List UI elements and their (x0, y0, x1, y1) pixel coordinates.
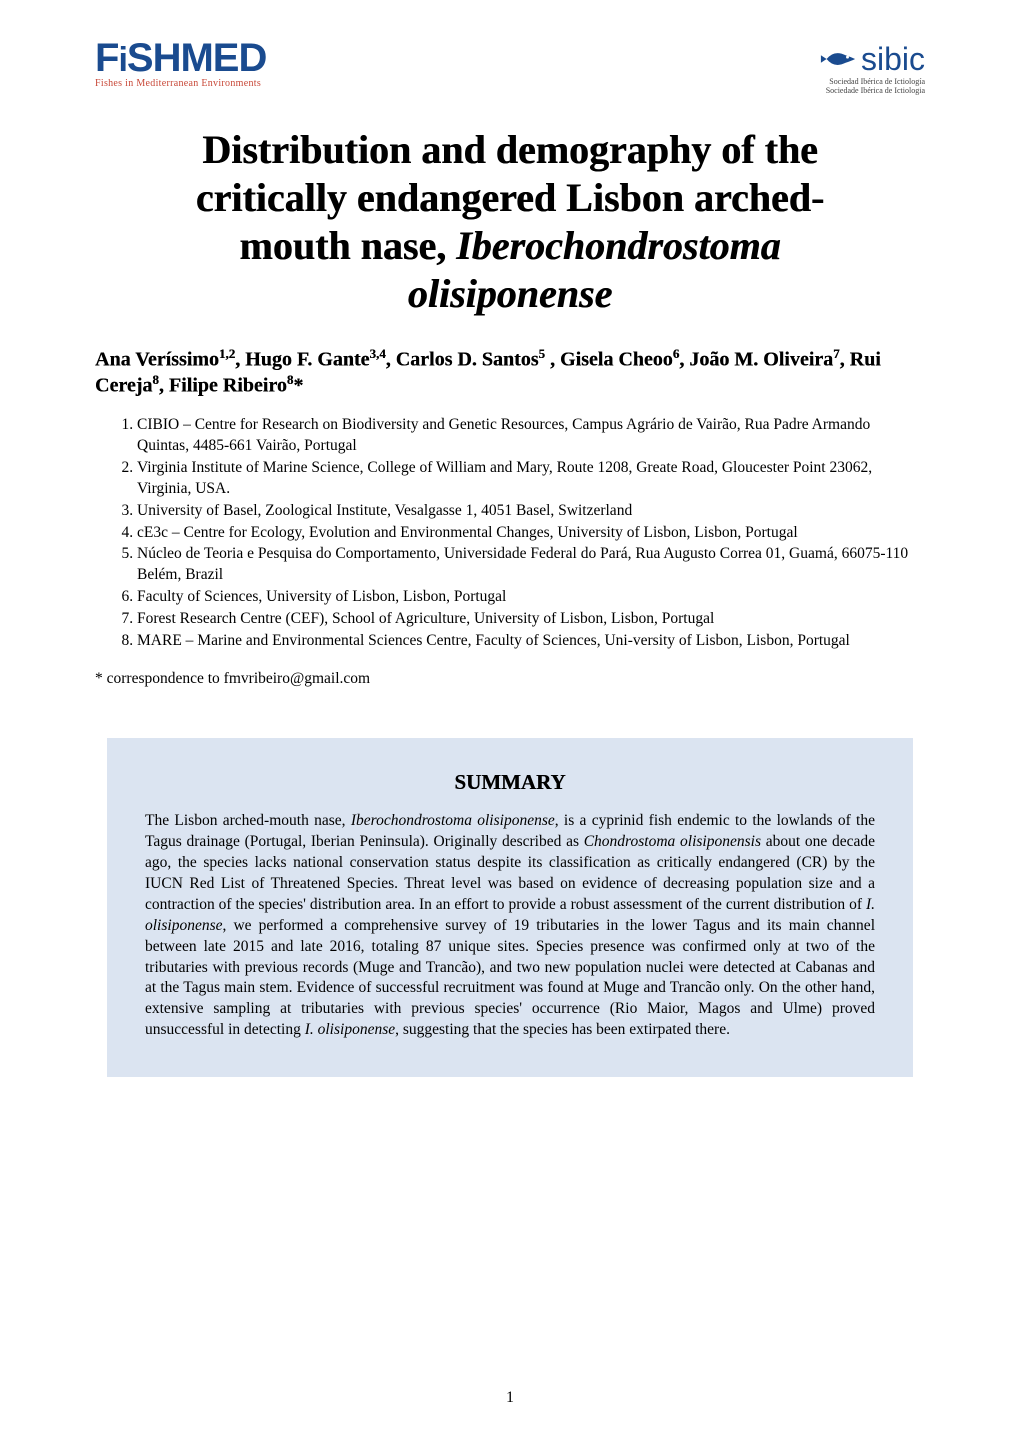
affiliation-3: University of Basel, Zoological Institut… (137, 501, 925, 522)
fishmed-subtitle: Fishes in Mediterranean Environments (95, 78, 261, 89)
page-number: 1 (506, 1389, 514, 1407)
summary-it2: Chondrostoma olisiponensis (584, 833, 761, 850)
sibic-sub-line1: Sociedad Ibérica de Ictiología (829, 77, 925, 86)
author-5: João M. Oliveira (689, 348, 833, 370)
authors-list: Ana Veríssimo1,2, Hugo F. Gante3,4, Carl… (95, 346, 925, 399)
summary-end: , suggesting that the species has been e… (395, 1021, 730, 1038)
author-7-sup: 8 (287, 372, 294, 387)
fishmed-logo-text: FiSHMED (95, 40, 266, 76)
author-3: Carlos D. Santos (396, 348, 539, 370)
affiliation-4: cE3c – Centre for Ecology, Evolution and… (137, 523, 925, 544)
author-1: Ana Veríssimo (95, 348, 219, 370)
author-1-sup: 1,2 (219, 346, 235, 361)
summary-it4: I. olisiponense (305, 1021, 395, 1038)
fish-icon (819, 40, 857, 78)
author-3-sup: 5 (538, 346, 545, 361)
affiliations-list: CIBIO – Centre for Research on Biodivers… (95, 415, 925, 652)
author-4-sup: 6 (673, 346, 680, 361)
title-line1: Distribution and demography of the (202, 127, 818, 172)
title-line3-prefix: mouth nase, (239, 223, 456, 268)
author-2: Hugo F. Gante (245, 348, 369, 370)
affiliation-1: CIBIO – Centre for Research on Biodivers… (137, 415, 925, 457)
sibic-sub-line2: Sociedade Ibérica de Ictiologia (826, 86, 925, 95)
summary-box: SUMMARY The Lisbon arched-mouth nase, Ib… (107, 738, 913, 1077)
sibic-logo-text: sibic (861, 41, 925, 78)
affiliation-6: Faculty of Sciences, University of Lisbo… (137, 587, 925, 608)
author-6-sup: 8 (152, 372, 159, 387)
author-7: Filipe Ribeiro (169, 375, 287, 397)
title-line4-italic: olisiponense (408, 271, 612, 316)
sibic-subtitle: Sociedad Ibérica de Ictiología Sociedade… (826, 78, 925, 96)
header-logos-row: FiSHMED Fishes in Mediterranean Environm… (95, 40, 925, 96)
sibic-logo: sibic (819, 40, 925, 78)
summary-text: The Lisbon arched-mouth nase, Iberochond… (145, 811, 875, 1041)
title-line3-italic: Iberochondrostoma (456, 223, 781, 268)
author-4: Gisela Cheoo (560, 348, 673, 370)
paper-title: Distribution and demography of the criti… (95, 126, 925, 318)
sibic-logo-block: sibic Sociedad Ibérica de Ictiología Soc… (819, 40, 925, 96)
author-5-sup: 7 (833, 346, 840, 361)
summary-it1: Iberochondrostoma olisiponense (351, 812, 555, 829)
correspondence-note: * correspondence to fmvribeiro@gmail.com (95, 670, 925, 688)
affiliation-5: Núcleo de Teoria e Pesquisa do Comportam… (137, 544, 925, 586)
affiliation-7: Forest Research Centre (CEF), School of … (137, 609, 925, 630)
fishmed-logo-block: FiSHMED Fishes in Mediterranean Environm… (95, 40, 266, 89)
summary-pre: The Lisbon arched-mouth nase, (145, 812, 351, 829)
affiliation-2: Virginia Institute of Marine Science, Co… (137, 458, 925, 500)
summary-heading: SUMMARY (145, 770, 875, 795)
title-line2: critically endangered Lisbon arched- (196, 175, 825, 220)
author-2-sup: 3,4 (369, 346, 385, 361)
affiliation-8: MARE – Marine and Environmental Sciences… (137, 631, 925, 652)
